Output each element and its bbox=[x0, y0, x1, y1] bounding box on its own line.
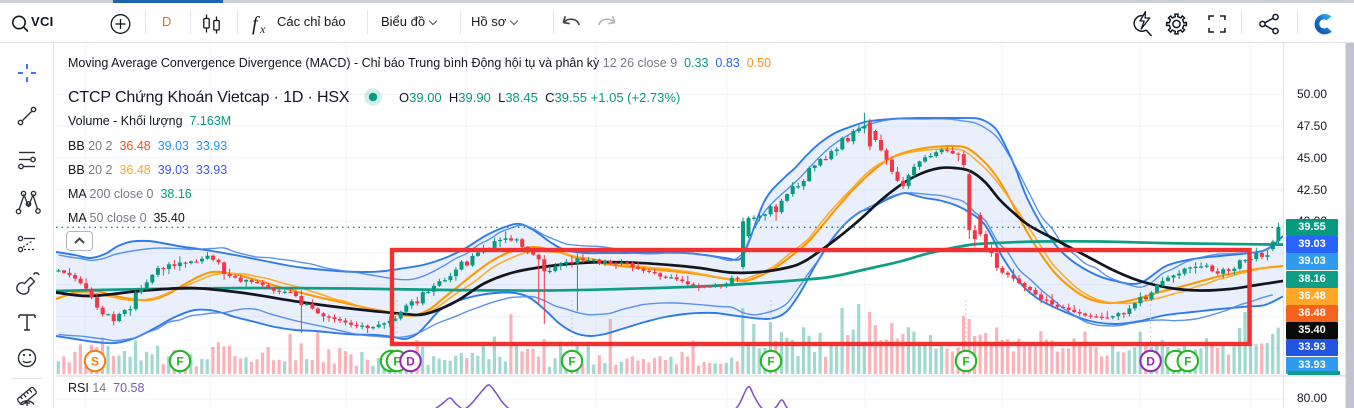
svg-text:F: F bbox=[962, 354, 969, 368]
svg-text:F: F bbox=[767, 354, 774, 368]
svg-text:F: F bbox=[568, 354, 575, 368]
svg-text:D: D bbox=[1146, 354, 1155, 368]
svg-text:F: F bbox=[176, 354, 183, 368]
svg-text:D: D bbox=[406, 354, 415, 368]
svg-text:x: x bbox=[259, 22, 266, 36]
svg-text:F: F bbox=[393, 354, 400, 368]
svg-text:S: S bbox=[91, 354, 99, 368]
svg-text:F: F bbox=[1184, 354, 1191, 368]
svg-text:f: f bbox=[252, 13, 260, 35]
